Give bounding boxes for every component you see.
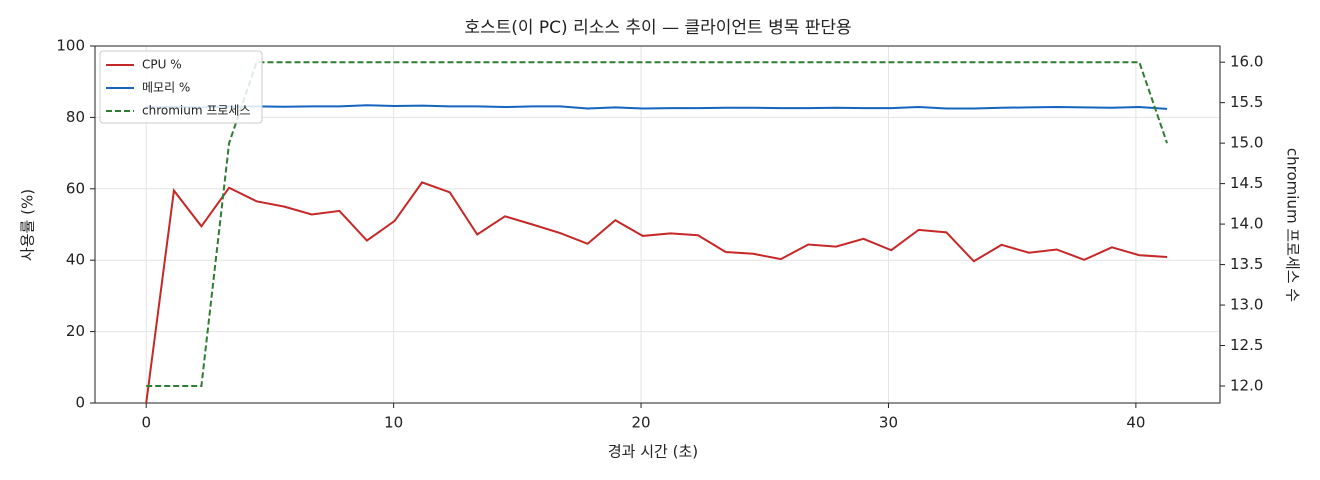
y2-tick-label: 16.0 (1230, 53, 1263, 71)
x-tick-label: 30 (879, 414, 898, 432)
series-line (145, 181, 1168, 404)
y2-tick-label: 12.0 (1230, 377, 1263, 395)
y2-tick-label: 14.5 (1230, 174, 1263, 192)
x-axis-label: 경과 시간 (초) (608, 443, 698, 461)
y-tick-label: 20 (66, 322, 85, 340)
y2-tick-label: 13.5 (1230, 255, 1263, 273)
y2-tick-label: 15.0 (1230, 134, 1263, 152)
y-tick-label: 40 (66, 251, 85, 269)
y2-tick-label: 12.5 (1230, 336, 1263, 354)
legend-label: CPU % (142, 58, 182, 72)
y-tick-label: 100 (56, 37, 85, 55)
x-tick-label: 0 (141, 414, 151, 432)
y-axis-label: 사용률 (%) (19, 189, 37, 261)
plot-frame (94, 45, 1221, 404)
legend-label: chromium 프로세스 (142, 104, 251, 118)
y-tick-label: 0 (75, 394, 85, 412)
y2-tick-label: 15.5 (1230, 93, 1263, 111)
x-tick-label: 20 (631, 414, 650, 432)
y2-tick-label: 14.0 (1230, 215, 1263, 233)
y-tick-label: 60 (66, 179, 85, 197)
legend-label: 메모리 % (142, 81, 190, 95)
series-line (146, 104, 1168, 110)
x-tick-label: 40 (1126, 414, 1145, 432)
x-tick-label: 10 (384, 414, 403, 432)
y2-tick-label: 13.0 (1230, 296, 1263, 314)
chart-title: 호스트(이 PC) 리소스 추이 — 클라이언트 병목 판단용 (464, 18, 851, 38)
y2-axis-label: chromium 프로세스 수 (1284, 148, 1302, 302)
y-tick-label: 80 (66, 108, 85, 126)
legend-box (99, 50, 263, 124)
series-line (146, 61, 1168, 387)
